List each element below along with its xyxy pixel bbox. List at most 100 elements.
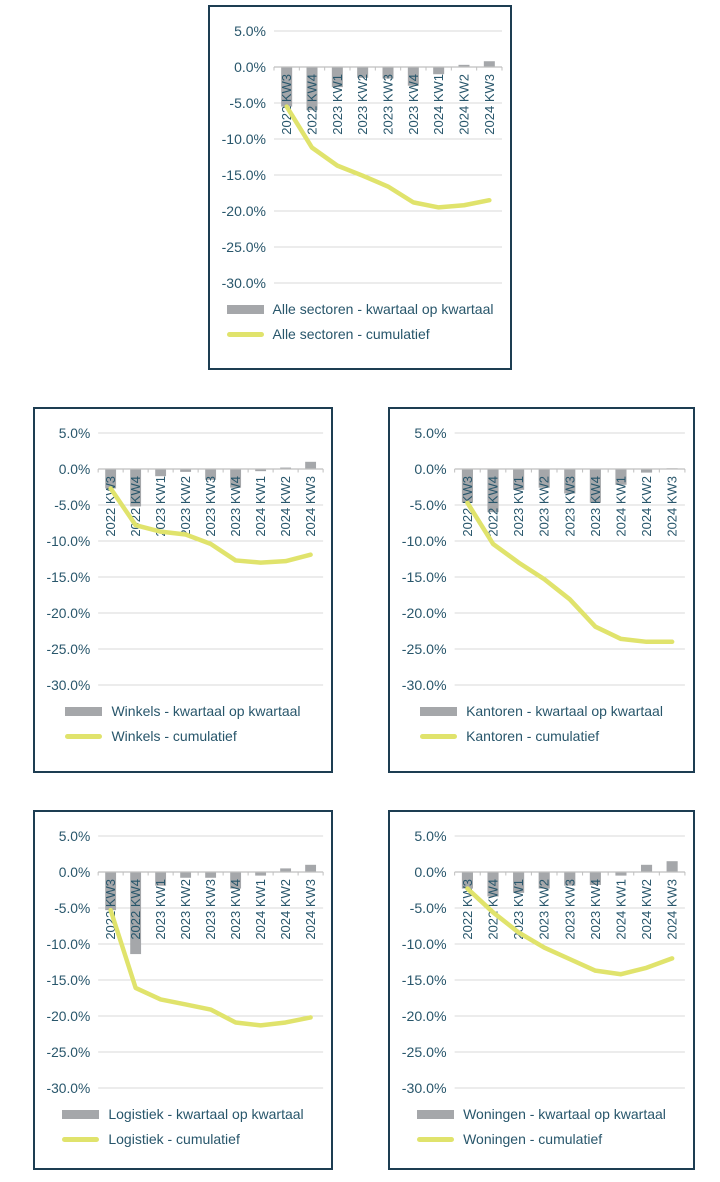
line-series-swatch-icon — [420, 733, 458, 739]
legend-label-cumulative: Logistiek - cumulatief — [108, 1131, 240, 1147]
svg-text:2023 KW1: 2023 KW1 — [153, 879, 168, 940]
svg-text:-20.0%: -20.0% — [402, 605, 447, 621]
bar-series-swatch-icon — [62, 1109, 100, 1119]
legend: Kantoren - kwartaal op kwartaal Kantoren… — [420, 703, 663, 744]
svg-text:2023 KW4: 2023 KW4 — [406, 74, 421, 135]
plot-area-alle-sectoren: 5.0% 0.0% -5.0% -10.0% -15.0% -20.0% -25.0% -30… — [222, 23, 503, 291]
legend-item-qoq: Alle sectoren - kwartaal op kwartaal — [226, 301, 494, 317]
svg-text:2023 KW2: 2023 KW2 — [178, 879, 193, 940]
svg-text:2023 KW3: 2023 KW3 — [203, 879, 218, 940]
svg-text:-20.0%: -20.0% — [402, 1008, 447, 1024]
svg-text:2023 KW1: 2023 KW1 — [511, 476, 526, 537]
svg-text:2024 KW3: 2024 KW3 — [482, 74, 497, 135]
svg-text:2024 KW1: 2024 KW1 — [431, 74, 446, 135]
legend-item-qoq: Winkels - kwartaal op kwartaal — [65, 703, 301, 719]
legend-label-qoq: Logistiek - kwartaal op kwartaal — [108, 1106, 304, 1122]
svg-text:2024 KW1: 2024 KW1 — [253, 476, 268, 537]
svg-text:-20.0%: -20.0% — [222, 203, 266, 219]
svg-text:0.0%: 0.0% — [59, 864, 90, 880]
svg-text:-25.0%: -25.0% — [402, 1044, 447, 1060]
bar-series-swatch-icon — [420, 706, 458, 716]
svg-text:2023 KW3: 2023 KW3 — [562, 879, 577, 940]
svg-text:2023 KW4: 2023 KW4 — [228, 879, 243, 940]
svg-text:-10.0%: -10.0% — [402, 936, 447, 952]
svg-text:-10.0%: -10.0% — [402, 533, 447, 549]
line-series-swatch-icon — [226, 331, 264, 337]
svg-text:2023 KW3: 2023 KW3 — [562, 476, 577, 537]
svg-text:-15.0%: -15.0% — [222, 167, 266, 183]
svg-text:2023 KW1: 2023 KW1 — [153, 476, 168, 537]
svg-text:-30.0%: -30.0% — [47, 1080, 91, 1096]
plot-area-logistiek: 5.0% 0.0% -5.0% -10.0% -15.0% -20.0% -25.0% -30… — [47, 828, 324, 1096]
svg-text:-5.0%: -5.0% — [410, 900, 447, 916]
legend-item-cumulative: Woningen - cumulatief — [417, 1131, 602, 1147]
svg-text:2023 KW2: 2023 KW2 — [537, 879, 552, 940]
chart-kantoren: 5.0% 0.0% -5.0% -10.0% -15.0% -20.0% -25.0% -30… — [388, 407, 695, 773]
svg-text:2024 KW3: 2024 KW3 — [303, 879, 318, 940]
bar-series-swatch-icon — [226, 304, 264, 314]
svg-text:5.0%: 5.0% — [414, 828, 446, 844]
svg-text:2024 KW3: 2024 KW3 — [303, 476, 318, 537]
svg-text:-20.0%: -20.0% — [47, 1008, 91, 1024]
svg-text:-10.0%: -10.0% — [222, 131, 266, 147]
bar-series-swatch-icon — [417, 1109, 455, 1119]
svg-text:2024 KW3: 2024 KW3 — [665, 879, 680, 940]
legend: Winkels - kwartaal op kwartaal Winkels -… — [65, 703, 301, 744]
legend-item-cumulative: Logistiek - cumulatief — [62, 1131, 240, 1147]
legend: Woningen - kwartaal op kwartaal Woningen… — [417, 1106, 666, 1147]
svg-text:2023 KW3: 2023 KW3 — [203, 476, 218, 537]
svg-text:0.0%: 0.0% — [414, 461, 446, 477]
svg-text:2022 KW4: 2022 KW4 — [305, 74, 320, 135]
svg-text:-25.0%: -25.0% — [47, 641, 91, 657]
legend: Logistiek - kwartaal op kwartaal Logisti… — [62, 1106, 304, 1147]
svg-text:-25.0%: -25.0% — [402, 641, 447, 657]
svg-text:-30.0%: -30.0% — [402, 1080, 447, 1096]
svg-text:2024 KW2: 2024 KW2 — [278, 476, 293, 537]
legend-item-qoq: Logistiek - kwartaal op kwartaal — [62, 1106, 304, 1122]
legend-label-cumulative: Winkels - cumulatief — [111, 728, 237, 744]
legend-label-qoq: Woningen - kwartaal op kwartaal — [463, 1106, 666, 1122]
svg-text:2022 KW4: 2022 KW4 — [485, 476, 500, 537]
svg-text:2024 KW1: 2024 KW1 — [253, 879, 268, 940]
svg-text:-30.0%: -30.0% — [222, 275, 266, 291]
svg-text:-20.0%: -20.0% — [47, 605, 91, 621]
svg-text:2024 KW1: 2024 KW1 — [613, 879, 628, 940]
svg-text:2023 KW4: 2023 KW4 — [588, 476, 603, 537]
svg-text:2023 KW1: 2023 KW1 — [330, 74, 345, 135]
svg-text:2024 KW2: 2024 KW2 — [639, 476, 654, 537]
plot-area-woningen: 5.0% 0.0% -5.0% -10.0% -15.0% -20.0% -25.0% -30… — [402, 828, 686, 1096]
svg-text:2024 KW2: 2024 KW2 — [457, 74, 472, 135]
chart-logistiek: 5.0% 0.0% -5.0% -10.0% -15.0% -20.0% -25.0% -30… — [33, 810, 333, 1170]
svg-text:2023 KW4: 2023 KW4 — [588, 879, 603, 940]
svg-text:2024 KW2: 2024 KW2 — [639, 879, 654, 940]
line-series-swatch-icon — [62, 1136, 100, 1142]
svg-text:0.0%: 0.0% — [59, 461, 90, 477]
svg-text:2022 KW4: 2022 KW4 — [128, 879, 143, 940]
legend-item-cumulative: Winkels - cumulatief — [65, 728, 237, 744]
svg-text:2023 KW4: 2023 KW4 — [228, 476, 243, 537]
svg-text:-10.0%: -10.0% — [47, 533, 91, 549]
svg-text:-10.0%: -10.0% — [47, 936, 91, 952]
svg-text:2024 KW2: 2024 KW2 — [278, 879, 293, 940]
chart-woningen: 5.0% 0.0% -5.0% -10.0% -15.0% -20.0% -25.0% -30… — [388, 810, 695, 1170]
svg-text:2023 KW3: 2023 KW3 — [381, 74, 396, 135]
svg-text:0.0%: 0.0% — [234, 59, 266, 75]
svg-text:-15.0%: -15.0% — [47, 972, 91, 988]
legend-label-cumulative: Woningen - cumulatief — [463, 1131, 603, 1147]
svg-text:-15.0%: -15.0% — [402, 972, 447, 988]
chart-winkels: 5.0% 0.0% -5.0% -10.0% -15.0% -20.0% -25.0% -30… — [33, 407, 333, 773]
legend-label-qoq: Kantoren - kwartaal op kwartaal — [466, 703, 663, 719]
plot-area-winkels: 5.0% 0.0% -5.0% -10.0% -15.0% -20.0% -25.0% -30… — [47, 425, 324, 693]
svg-text:0.0%: 0.0% — [414, 864, 446, 880]
svg-text:2023 KW2: 2023 KW2 — [537, 476, 552, 537]
svg-text:-5.0%: -5.0% — [229, 95, 266, 111]
svg-text:-5.0%: -5.0% — [410, 497, 447, 513]
legend-label-cumulative: Alle sectoren - cumulatief — [272, 326, 430, 342]
svg-text:-25.0%: -25.0% — [47, 1044, 91, 1060]
legend-item-cumulative: Kantoren - cumulatief — [420, 728, 599, 744]
svg-text:-25.0%: -25.0% — [222, 239, 266, 255]
svg-text:-30.0%: -30.0% — [47, 677, 91, 693]
svg-text:-15.0%: -15.0% — [402, 569, 447, 585]
legend-item-cumulative: Alle sectoren - cumulatief — [226, 326, 430, 342]
legend-item-qoq: Woningen - kwartaal op kwartaal — [417, 1106, 666, 1122]
